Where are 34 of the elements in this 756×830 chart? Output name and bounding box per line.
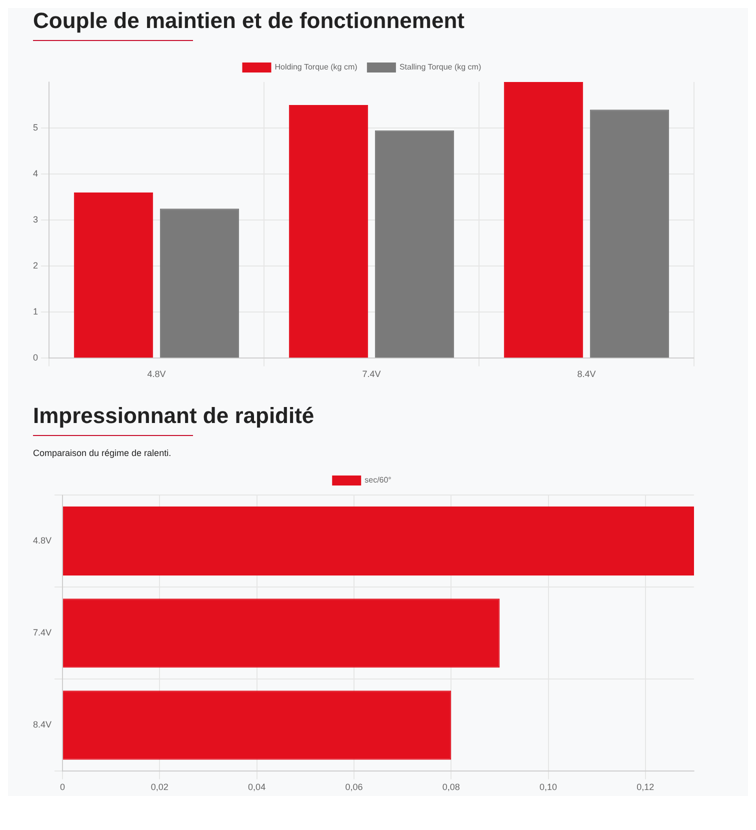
bar: [288, 105, 368, 358]
bar: [504, 82, 584, 358]
x-tick-label: 4.8V: [147, 369, 166, 380]
bar: [74, 192, 154, 358]
y-tick-label: 1: [32, 306, 38, 317]
x-tick-label: 8.4V: [577, 369, 596, 380]
chart-subtitle: Comparaison du régime de ralenti.: [33, 448, 172, 458]
legend-label: sec/60°: [364, 476, 392, 485]
y-tick-label: 5: [32, 122, 38, 133]
bar: [63, 690, 452, 760]
bar: [590, 110, 670, 358]
y-tick-label: 8.4V: [33, 720, 52, 730]
bar: [160, 208, 240, 358]
x-tick-label: 0: [60, 782, 66, 792]
chart-title: Couple de maintien et de fonctionnement: [33, 8, 466, 34]
y-tick-label: 2: [32, 260, 38, 271]
x-tick-label: 0,12: [636, 782, 654, 792]
x-tick-label: 7.4V: [362, 369, 381, 380]
x-tick-label: 0,08: [442, 782, 460, 792]
bar: [374, 130, 454, 358]
y-tick-label: 4: [32, 168, 38, 179]
legend-label: Holding Torque (kg cm): [274, 62, 358, 72]
y-tick-label: 4.8V: [33, 536, 52, 546]
y-tick-label: 0: [32, 352, 38, 363]
y-tick-label: 7.4V: [33, 628, 52, 638]
x-tick-label: 0,04: [248, 782, 266, 792]
x-tick-label: 0,06: [345, 782, 363, 792]
x-tick-label: 0,10: [540, 782, 558, 792]
chart-title: Impressionnant de rapidité: [33, 403, 316, 429]
y-tick-label: 3: [32, 214, 38, 225]
bar: [63, 598, 500, 668]
x-tick-label: 0,02: [150, 782, 168, 792]
bar: [63, 506, 694, 576]
legend-label: Stalling Torque (kg cm): [399, 62, 482, 72]
